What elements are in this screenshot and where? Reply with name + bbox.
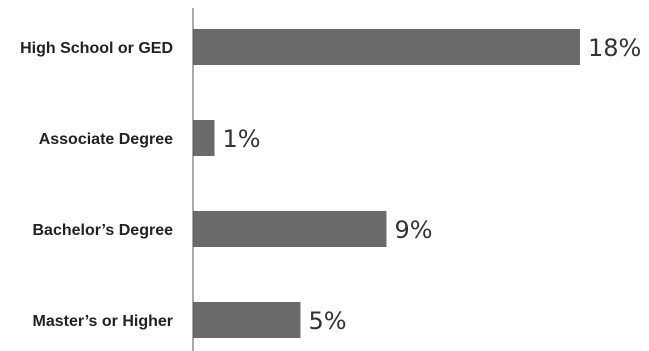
bar-3	[193, 302, 301, 338]
category-label: Associate Degree	[39, 131, 173, 148]
category-labels-group: High School or GED Associate Degree Bachel…	[20, 40, 173, 330]
bar-0	[193, 29, 580, 65]
bars-group	[193, 29, 580, 338]
value-label: 5%	[309, 307, 347, 335]
bar-1	[193, 120, 215, 156]
value-label: 1%	[223, 125, 261, 153]
category-label: Bachelor’s Degree	[32, 222, 173, 239]
category-label: Master’s or Higher	[33, 313, 173, 330]
value-labels-group: 18% 1% 9% 5%	[223, 34, 642, 335]
category-label: High School or GED	[20, 40, 173, 57]
value-label: 9%	[395, 216, 433, 244]
bar-2	[193, 211, 387, 247]
value-label: 18%	[588, 34, 641, 62]
